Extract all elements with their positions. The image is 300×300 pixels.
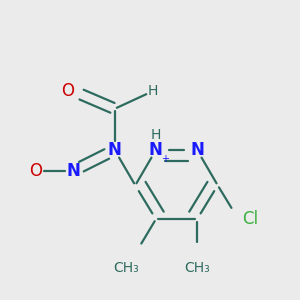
Text: N: N <box>108 141 122 159</box>
Text: H: H <box>148 84 158 98</box>
Text: CH₃: CH₃ <box>184 261 210 275</box>
Text: N: N <box>149 141 163 159</box>
Text: N: N <box>190 141 204 159</box>
Text: O: O <box>29 162 42 180</box>
Text: Cl: Cl <box>242 210 258 228</box>
Text: N: N <box>67 162 80 180</box>
Text: +: + <box>161 154 169 164</box>
Text: CH₃: CH₃ <box>114 261 139 275</box>
Text: H: H <box>151 128 161 142</box>
Text: O: O <box>61 82 74 100</box>
